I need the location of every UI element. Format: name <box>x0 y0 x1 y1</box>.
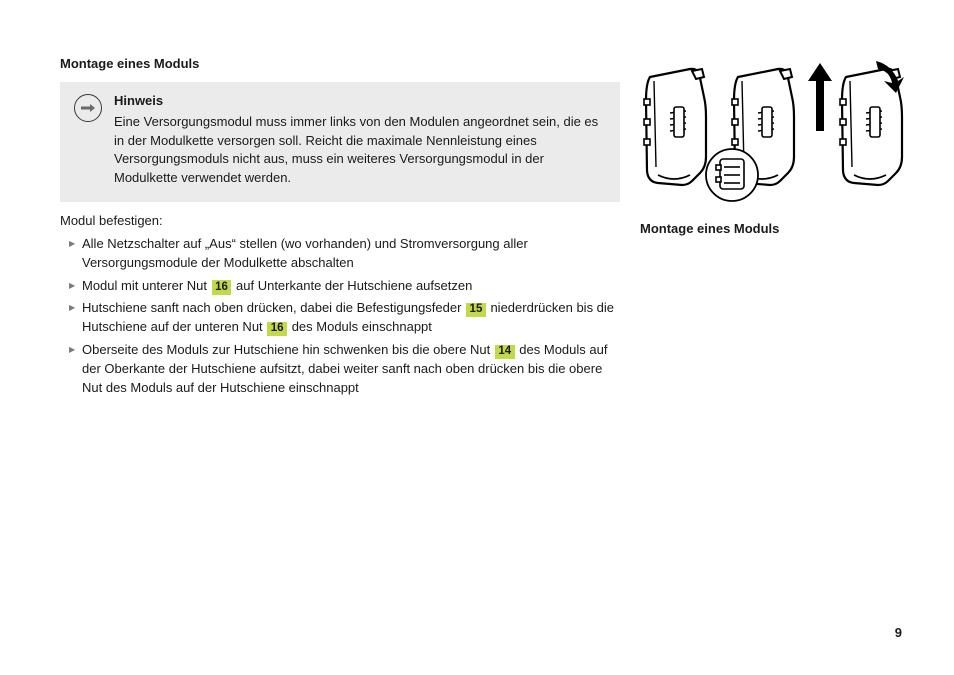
mounting-figure <box>640 59 910 204</box>
step-item: Alle Netzschalter auf „Aus“ stellen (wo … <box>60 235 620 273</box>
figure-column: Montage eines Moduls <box>640 55 910 402</box>
main-column: Montage eines Moduls Hinweis Eine Versor… <box>60 55 620 402</box>
section-heading: Montage eines Moduls <box>60 55 620 74</box>
step-item: Hutschiene sanft nach oben drücken, dabe… <box>60 299 620 337</box>
notice-text: Hinweis Eine Versorgungsmodul muss immer… <box>114 92 606 188</box>
reference-badge: 15 <box>466 303 486 318</box>
reference-badge: 14 <box>495 345 515 360</box>
page-content: Montage eines Moduls Hinweis Eine Versor… <box>0 0 954 402</box>
notice-body: Eine Versorgungsmodul muss immer links v… <box>114 113 606 188</box>
notice-title: Hinweis <box>114 92 606 111</box>
steps-intro: Modul befestigen: <box>60 212 620 231</box>
notice-box: Hinweis Eine Versorgungsmodul muss immer… <box>60 82 620 202</box>
reference-badge: 16 <box>212 280 232 295</box>
figure-caption: Montage eines Moduls <box>640 220 910 239</box>
arrow-right-icon <box>74 94 102 122</box>
page-number: 9 <box>895 624 902 643</box>
reference-badge: 16 <box>267 322 287 337</box>
steps-list: Alle Netzschalter auf „Aus“ stellen (wo … <box>60 235 620 398</box>
step-item: Modul mit unterer Nut 16 auf Unterkante … <box>60 277 620 296</box>
step-item: Oberseite des Moduls zur Hutschiene hin … <box>60 341 620 398</box>
